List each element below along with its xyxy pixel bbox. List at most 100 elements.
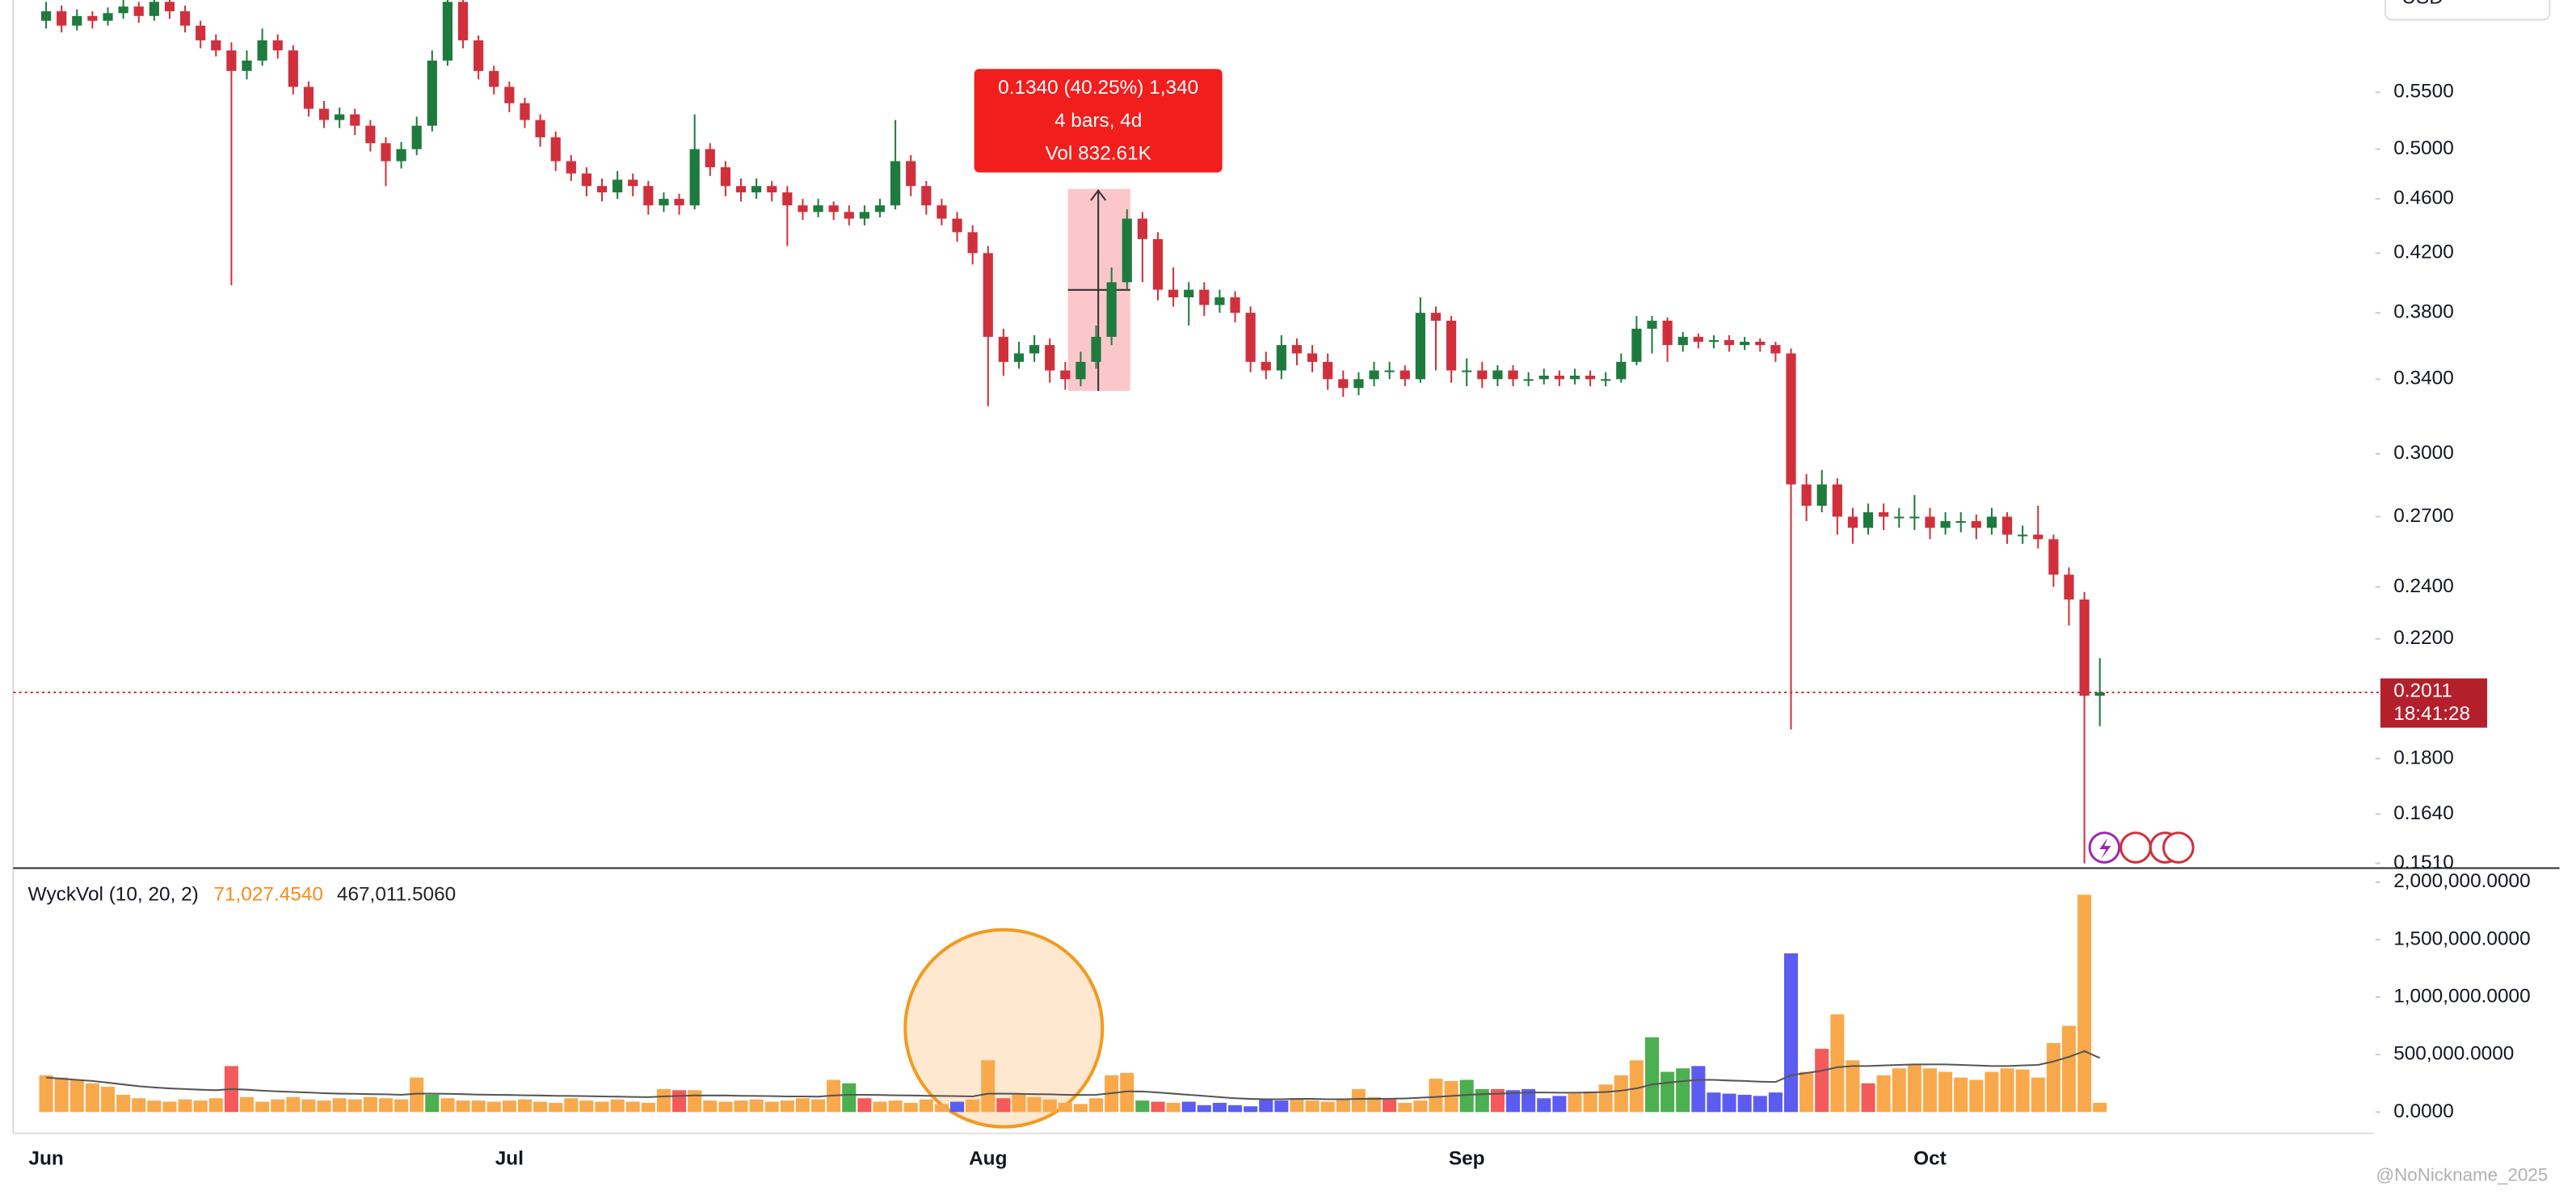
- volume-bar: [162, 1101, 177, 1113]
- candle-body: [196, 25, 206, 40]
- plot: 0.1510 0.1640 0.1800 0.2200 0.2400 0.2700 0.30…: [13, 0, 2531, 1170]
- volume-bar: [271, 1099, 285, 1113]
- candle-body: [1508, 370, 1518, 380]
- event-icon[interactable]: [2162, 831, 2195, 864]
- y-tick-label: 0.1800: [2393, 747, 2454, 768]
- volume-bar: [950, 1101, 965, 1113]
- volume-bar: [641, 1102, 655, 1113]
- volume-bar: [749, 1099, 764, 1113]
- volume-bar: [1212, 1102, 1227, 1113]
- volume-bar: [1876, 1075, 1891, 1113]
- candle-body: [1199, 289, 1210, 305]
- volume-bar: [1830, 1014, 1845, 1113]
- volume-bar: [147, 1100, 162, 1113]
- y-tick-label: 0.3800: [2393, 301, 2454, 323]
- candle-body: [1693, 336, 1703, 342]
- volume-bar: [1305, 1100, 1320, 1113]
- candle-body: [1245, 313, 1256, 362]
- volume-bar: [394, 1099, 409, 1113]
- x-tick-label: Sep: [1449, 1148, 1485, 1170]
- y-tick-label: 1,000,000.0000: [2393, 985, 2530, 1007]
- volume-bar: [2031, 1077, 2045, 1113]
- candle-body: [1106, 282, 1117, 337]
- candle-body: [2048, 539, 2059, 575]
- indicator-value: 467,011.5060: [337, 883, 456, 905]
- volume-bar: [734, 1100, 748, 1113]
- volume-bar: [208, 1098, 223, 1113]
- candle-body: [1430, 313, 1442, 321]
- volume-bar: [1737, 1094, 1752, 1113]
- candle-body: [859, 212, 869, 219]
- volume-bar: [2000, 1068, 2014, 1113]
- volume-bar: [1398, 1102, 1412, 1113]
- candle-body: [983, 253, 993, 337]
- volume-bar: [1366, 1096, 1382, 1113]
- y-tick-label: 0.5000: [2393, 137, 2454, 159]
- volume-bar: [1753, 1096, 1767, 1113]
- volume-bar: [1459, 1079, 1474, 1113]
- volume-bar: [502, 1100, 516, 1113]
- candle-body: [1137, 218, 1147, 239]
- y-tick-label: 0.4600: [2393, 187, 2454, 209]
- candle-body: [1677, 336, 1688, 346]
- currency-box[interactable]: [2384, 0, 2551, 21]
- volume-bar: [919, 1099, 933, 1113]
- candle-body: [1091, 336, 1101, 362]
- event-icon[interactable]: [2119, 831, 2152, 864]
- candle-body: [318, 108, 330, 120]
- candle-body: [1816, 484, 1827, 506]
- candle-body: [1261, 361, 1271, 371]
- volume-bar: [486, 1101, 501, 1113]
- candle-body: [1631, 328, 1642, 362]
- candle-body: [612, 179, 623, 193]
- volume-bar: [347, 1099, 362, 1113]
- candle-body: [40, 11, 52, 21]
- volume-bar: [2093, 1102, 2107, 1113]
- price-label: 0.2011: [2393, 680, 2452, 701]
- candle-body: [1029, 345, 1040, 354]
- volume-bar: [625, 1101, 640, 1113]
- volume-bar: [2046, 1042, 2060, 1113]
- x-tick-label: Jul: [495, 1148, 524, 1170]
- volume-bar: [981, 1060, 995, 1113]
- candle-body: [1554, 375, 1564, 380]
- volume-bar: [1089, 1098, 1104, 1113]
- candle-body: [1662, 320, 1673, 346]
- candle-body: [2001, 516, 2013, 535]
- volume-bar: [1027, 1096, 1042, 1113]
- volume-bar: [1274, 1100, 1289, 1113]
- candle-body: [211, 40, 221, 51]
- candle-body: [535, 120, 545, 137]
- volume-bar: [1614, 1075, 1628, 1113]
- candle-body: [179, 11, 191, 26]
- candle-body: [520, 103, 530, 120]
- countdown: 18:41:28: [2393, 703, 2470, 725]
- volume-bar: [1244, 1106, 1258, 1113]
- y-tick-label: 0.1640: [2393, 802, 2454, 824]
- x-tick-label: Aug: [969, 1148, 1007, 1170]
- volume-bar: [595, 1101, 609, 1113]
- candle-body: [1184, 289, 1194, 297]
- candle-body: [411, 125, 422, 149]
- measure-bars: 4 bars, 4d: [1054, 110, 1142, 132]
- volume-bar: [1135, 1100, 1150, 1113]
- candle-body: [1384, 370, 1395, 372]
- volume-bar: [1629, 1060, 1644, 1113]
- volume-bar: [1259, 1099, 1273, 1113]
- candle-body: [1045, 345, 1055, 371]
- volume-bar: [332, 1098, 347, 1113]
- candle-body: [149, 2, 159, 16]
- volume-bar: [1985, 1071, 1999, 1113]
- candle-body: [1477, 370, 1488, 380]
- candle-body: [1601, 379, 1611, 381]
- candle-body: [1986, 516, 1997, 528]
- candle-body: [396, 149, 406, 162]
- candle-body: [1847, 516, 1858, 528]
- candle-body: [164, 2, 175, 11]
- candle-body: [674, 199, 684, 206]
- indicator-name: WyckVol (10, 20, 2): [28, 883, 199, 905]
- volume-bar: [471, 1100, 486, 1113]
- candle-body: [1307, 353, 1318, 362]
- candle-body: [103, 13, 113, 21]
